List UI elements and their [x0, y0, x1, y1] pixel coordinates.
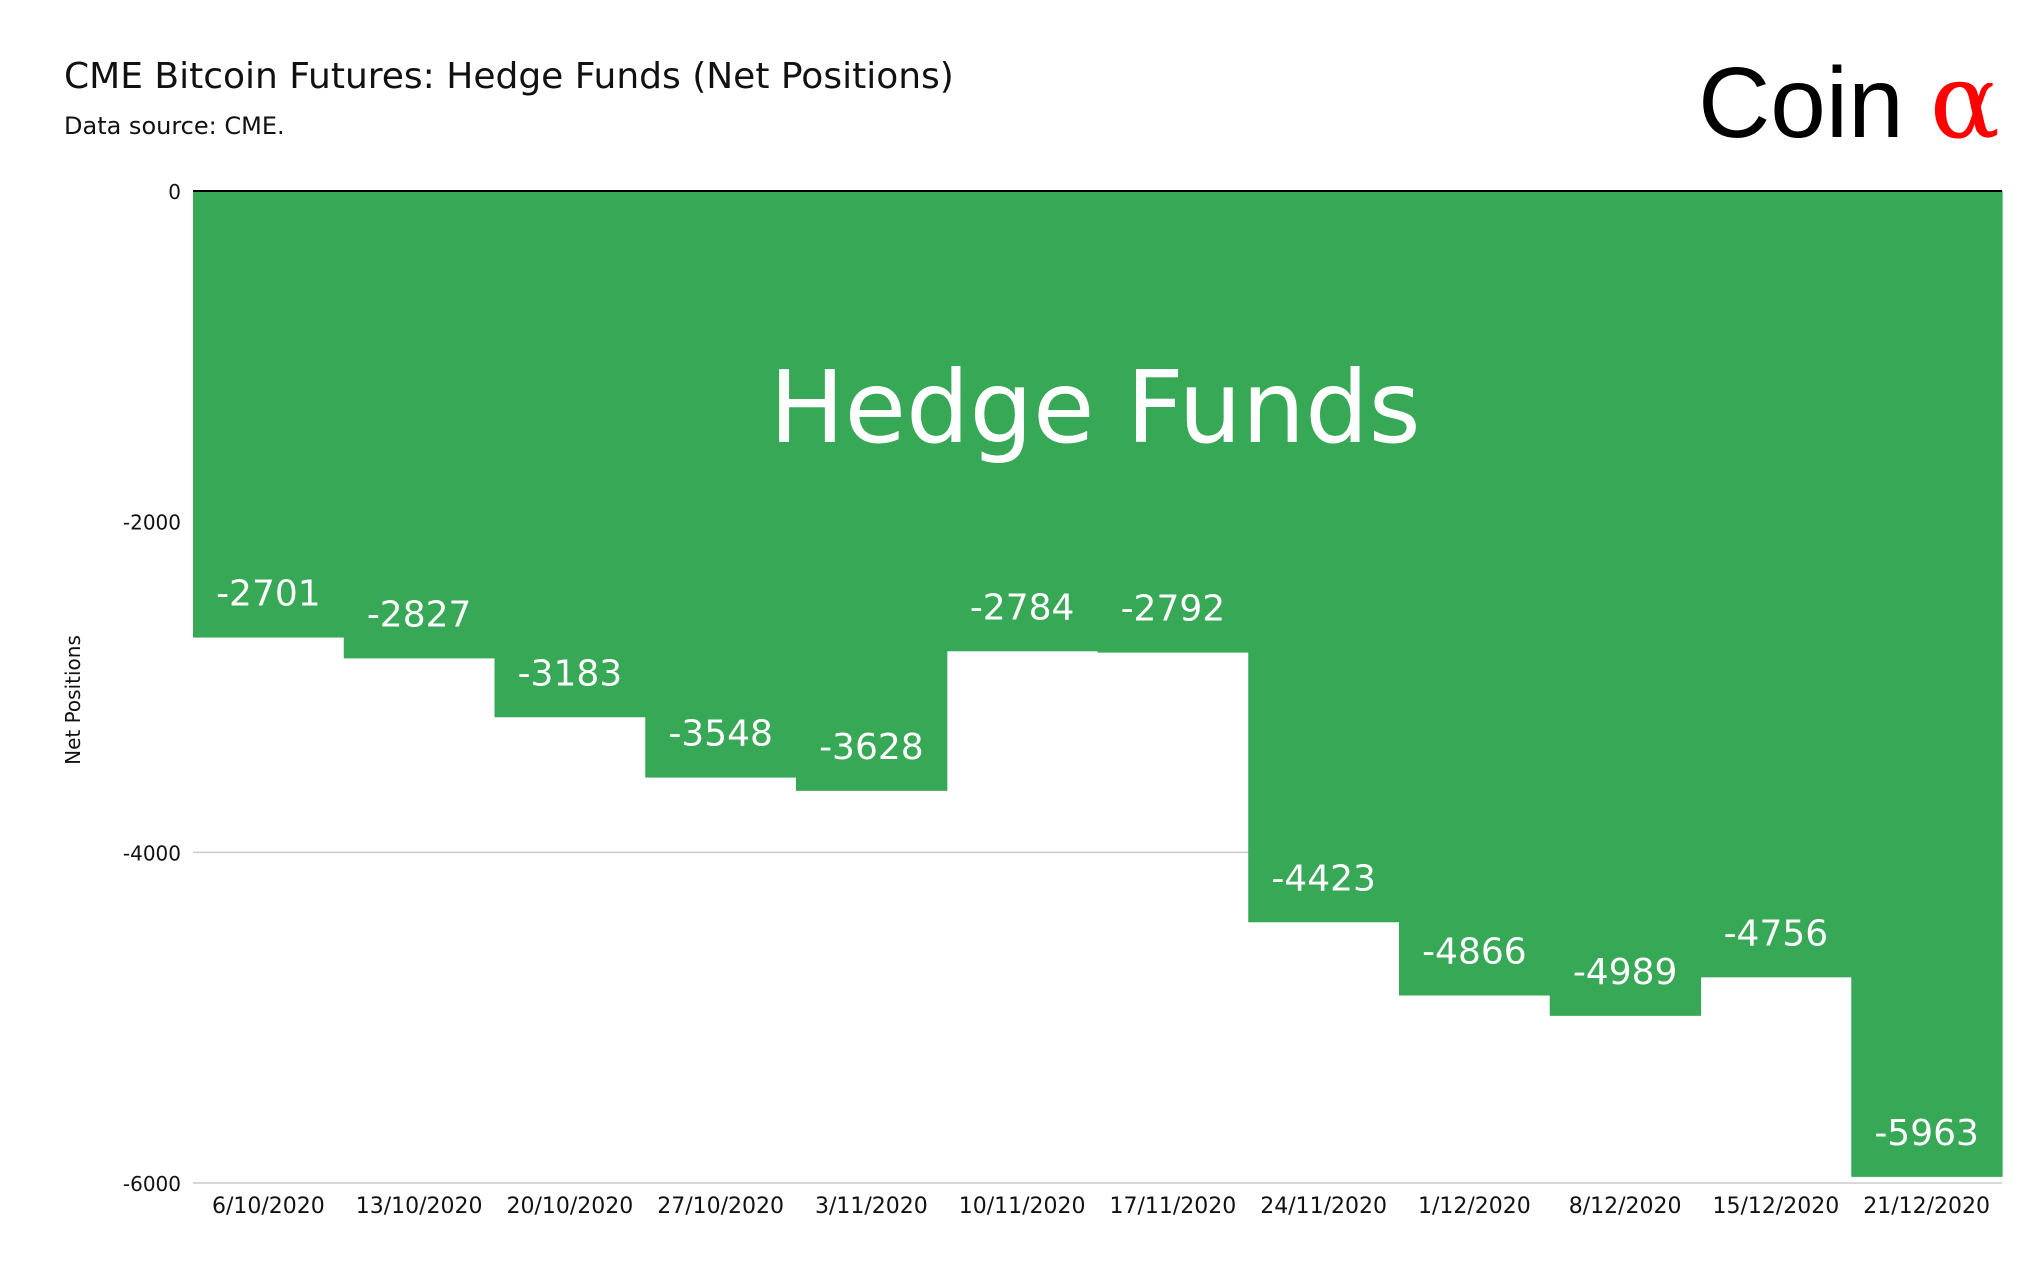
y-tick-label: -6000	[123, 1172, 181, 1196]
bar	[193, 191, 345, 638]
x-tick-label: 3/11/2020	[815, 1194, 928, 1219]
y-tick-label: -2000	[123, 511, 181, 535]
x-tick-label: 15/12/2020	[1712, 1194, 1839, 1219]
bar	[796, 191, 948, 791]
chart-subtitle: Data source: CME.	[64, 112, 285, 140]
x-tick-label: 8/12/2020	[1569, 1194, 1682, 1219]
bar	[946, 191, 1099, 652]
data-label: -5963	[1874, 1113, 1979, 1154]
x-tick-label: 1/12/2020	[1418, 1194, 1531, 1219]
data-label: -3628	[819, 727, 924, 768]
x-tick-label: 13/10/2020	[356, 1194, 483, 1219]
bar	[343, 191, 496, 659]
data-label: -2784	[970, 587, 1075, 628]
x-tick-label: 24/11/2020	[1260, 1194, 1387, 1219]
data-label: -3548	[668, 714, 773, 755]
y-tick-label: 0	[168, 180, 181, 204]
bar	[1399, 191, 1551, 996]
x-tick-label: 17/11/2020	[1109, 1194, 1236, 1219]
bar	[645, 191, 797, 778]
data-label: -2792	[1121, 589, 1226, 630]
y-tick-label: -4000	[123, 841, 181, 865]
data-label: -2701	[216, 574, 321, 615]
x-tick-label: 20/10/2020	[506, 1194, 633, 1219]
bar	[1851, 191, 2003, 1177]
y-axis-label: Net Positions	[61, 635, 85, 765]
data-label: -4989	[1573, 952, 1678, 993]
x-tick-label: 6/10/2020	[212, 1194, 325, 1219]
data-label: -4423	[1271, 858, 1376, 899]
x-tick-label: 21/12/2020	[1863, 1194, 1990, 1219]
brand-logo: Coin α	[1698, 40, 2000, 162]
data-label: -3183	[518, 653, 623, 694]
data-label: -4866	[1422, 932, 1527, 973]
hedge-funds-annotation: Hedge Funds	[769, 349, 1420, 466]
x-tick-label: 27/10/2020	[657, 1194, 784, 1219]
alpha-icon: α	[1929, 40, 2000, 162]
logo-word: Coin	[1698, 47, 1904, 159]
chart-title: CME Bitcoin Futures: Hedge Funds (Net Po…	[64, 56, 954, 97]
bar	[494, 191, 646, 718]
bar	[1248, 191, 1400, 923]
bar	[1700, 191, 1852, 978]
bar	[1097, 191, 1249, 653]
data-label: -2827	[367, 594, 472, 635]
bar	[1549, 191, 1702, 1016]
data-label: -4756	[1724, 913, 1829, 954]
x-tick-label: 10/11/2020	[959, 1194, 1086, 1219]
